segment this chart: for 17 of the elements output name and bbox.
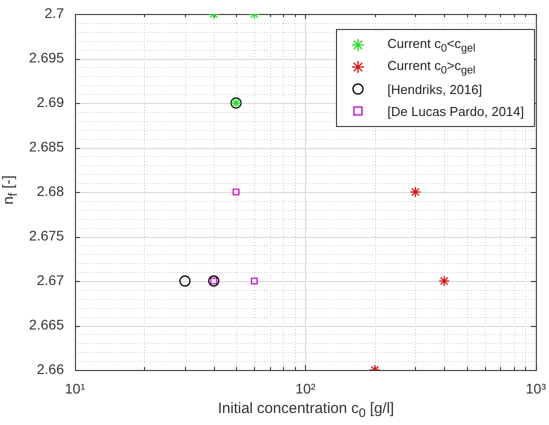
x-axis-title: Initial concentration c$_{0}$ [g/l]	[216, 400, 396, 420]
x-tick-label: 10²	[295, 380, 316, 396]
legend-label: Current c$_{0}$<c$_{gel}$	[387, 36, 476, 54]
y-tick-label: 2.695	[28, 49, 64, 66]
y-tick-label: 2.675	[28, 227, 64, 244]
y-tick-label: 2.67	[36, 272, 64, 288]
y-tick-label: 2.69	[36, 94, 64, 110]
x-tick-label: 10¹	[64, 380, 86, 396]
legend-label: [De Lucas Pardo, 2014]	[387, 104, 524, 118]
legend-label: Current c$_{0}$>c$_{gel}$	[387, 58, 476, 76]
y-tick-label: 2.685	[28, 138, 64, 154]
y-tick-label: 2.68	[36, 182, 64, 199]
y-tick-label: 2.66	[36, 360, 64, 377]
x-tick-label: 10³	[526, 380, 546, 396]
y-tick-label: 2.665	[28, 316, 64, 332]
legend-label: [Hendriks, 2016]	[387, 82, 482, 96]
y-tick-label: 2.7	[44, 4, 64, 21]
